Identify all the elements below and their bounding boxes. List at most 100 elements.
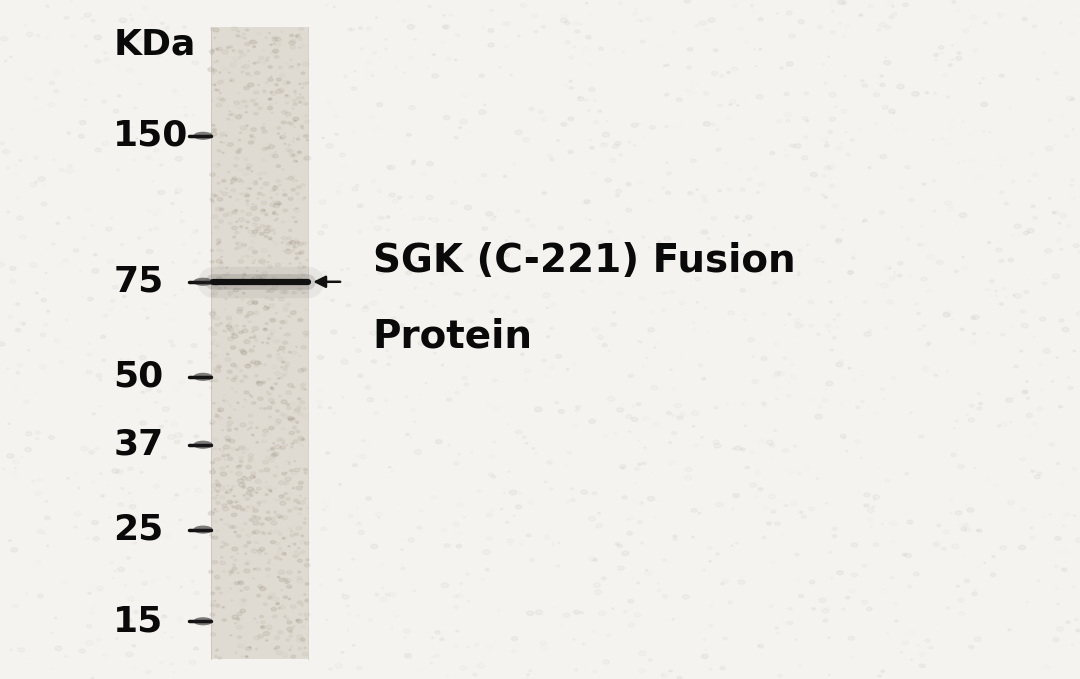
Circle shape bbox=[247, 312, 254, 315]
Circle shape bbox=[232, 177, 237, 180]
Circle shape bbox=[276, 602, 280, 604]
Circle shape bbox=[1062, 568, 1067, 571]
Circle shape bbox=[301, 87, 303, 88]
Circle shape bbox=[222, 99, 224, 100]
Circle shape bbox=[251, 475, 255, 478]
Circle shape bbox=[246, 200, 249, 202]
Circle shape bbox=[305, 542, 309, 545]
Text: 37: 37 bbox=[113, 428, 164, 462]
Circle shape bbox=[246, 267, 248, 268]
Circle shape bbox=[279, 578, 284, 581]
Circle shape bbox=[260, 224, 265, 227]
Circle shape bbox=[298, 318, 302, 322]
Circle shape bbox=[414, 421, 415, 422]
Circle shape bbox=[357, 374, 363, 378]
Circle shape bbox=[284, 578, 287, 581]
Circle shape bbox=[258, 85, 259, 86]
Circle shape bbox=[622, 467, 624, 469]
Circle shape bbox=[244, 569, 251, 573]
Circle shape bbox=[278, 570, 284, 574]
Circle shape bbox=[476, 275, 478, 276]
Circle shape bbox=[175, 440, 180, 443]
Circle shape bbox=[258, 361, 260, 363]
Circle shape bbox=[293, 108, 294, 109]
Circle shape bbox=[598, 110, 602, 112]
Circle shape bbox=[294, 551, 298, 553]
Circle shape bbox=[235, 115, 242, 119]
Circle shape bbox=[585, 2, 589, 4]
Circle shape bbox=[287, 237, 292, 240]
Circle shape bbox=[511, 637, 517, 640]
Circle shape bbox=[229, 79, 234, 82]
Circle shape bbox=[305, 103, 308, 105]
Circle shape bbox=[744, 425, 746, 426]
Circle shape bbox=[339, 483, 341, 485]
Circle shape bbox=[456, 257, 458, 259]
Circle shape bbox=[273, 233, 275, 234]
Circle shape bbox=[415, 287, 417, 289]
Circle shape bbox=[279, 547, 282, 549]
Circle shape bbox=[258, 258, 265, 262]
Circle shape bbox=[584, 200, 591, 204]
Circle shape bbox=[252, 532, 256, 534]
Circle shape bbox=[275, 603, 280, 605]
Circle shape bbox=[295, 221, 297, 223]
Circle shape bbox=[278, 576, 280, 577]
Circle shape bbox=[87, 538, 89, 539]
Circle shape bbox=[222, 507, 229, 511]
Circle shape bbox=[280, 328, 282, 329]
Circle shape bbox=[260, 523, 265, 526]
Circle shape bbox=[276, 179, 281, 183]
Circle shape bbox=[1074, 515, 1076, 516]
Circle shape bbox=[224, 445, 230, 449]
Circle shape bbox=[622, 551, 629, 555]
Circle shape bbox=[602, 344, 607, 347]
Circle shape bbox=[224, 400, 225, 401]
Circle shape bbox=[605, 178, 611, 182]
Circle shape bbox=[300, 604, 303, 606]
Circle shape bbox=[211, 194, 216, 197]
Circle shape bbox=[367, 398, 374, 402]
Circle shape bbox=[814, 414, 822, 419]
Circle shape bbox=[214, 489, 216, 490]
Circle shape bbox=[969, 418, 974, 422]
Circle shape bbox=[232, 615, 239, 619]
Circle shape bbox=[948, 64, 953, 67]
Circle shape bbox=[589, 419, 595, 424]
Circle shape bbox=[279, 297, 284, 301]
Circle shape bbox=[268, 532, 272, 534]
Circle shape bbox=[357, 204, 363, 208]
Circle shape bbox=[245, 288, 246, 289]
Circle shape bbox=[546, 307, 549, 308]
Circle shape bbox=[215, 480, 218, 482]
Circle shape bbox=[219, 72, 220, 73]
Circle shape bbox=[372, 75, 374, 76]
Circle shape bbox=[248, 321, 251, 323]
Circle shape bbox=[296, 241, 299, 244]
Circle shape bbox=[303, 642, 305, 643]
Circle shape bbox=[253, 45, 256, 48]
Circle shape bbox=[172, 262, 174, 263]
Circle shape bbox=[1005, 398, 1013, 402]
Circle shape bbox=[246, 465, 252, 469]
Circle shape bbox=[984, 563, 986, 564]
Circle shape bbox=[939, 45, 944, 49]
Circle shape bbox=[798, 595, 804, 598]
Circle shape bbox=[305, 335, 309, 337]
Circle shape bbox=[294, 138, 295, 139]
Circle shape bbox=[130, 504, 136, 509]
Circle shape bbox=[281, 589, 283, 590]
Circle shape bbox=[226, 325, 228, 327]
Circle shape bbox=[254, 112, 258, 115]
Circle shape bbox=[222, 570, 225, 572]
Circle shape bbox=[272, 285, 278, 289]
Circle shape bbox=[253, 578, 255, 579]
Circle shape bbox=[228, 222, 232, 225]
Circle shape bbox=[286, 585, 292, 588]
Circle shape bbox=[136, 138, 138, 139]
Circle shape bbox=[216, 60, 218, 62]
Circle shape bbox=[777, 13, 779, 14]
Circle shape bbox=[257, 549, 262, 553]
Circle shape bbox=[260, 363, 261, 364]
Circle shape bbox=[210, 352, 213, 354]
